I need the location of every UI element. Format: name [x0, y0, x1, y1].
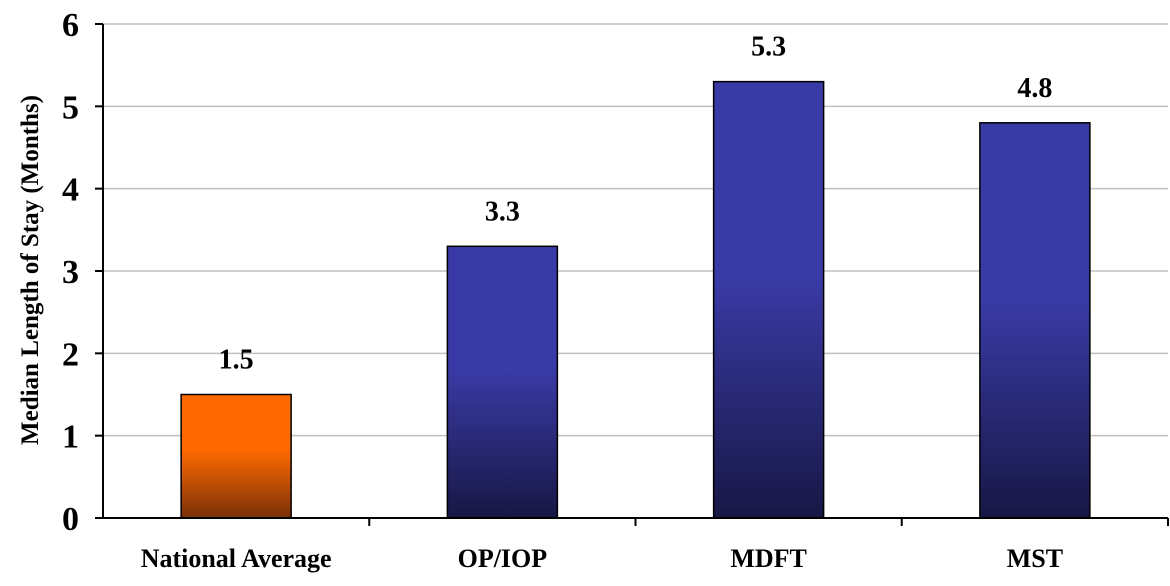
bar-op-iop	[446, 245, 559, 519]
value-label: 4.8	[1017, 73, 1052, 104]
axes	[95, 23, 1169, 526]
x-tick-label: National Average	[141, 544, 332, 573]
value-label: 1.5	[219, 345, 254, 376]
y-tick-label: 4	[62, 172, 79, 209]
x-tick-label: MST	[1007, 544, 1063, 573]
y-tick-label: 0	[62, 501, 79, 538]
y-tick-labels: 0 1 2 3 4 5 6	[62, 7, 79, 538]
x-tick-labels: National Average OP/IOP MDFT MST	[141, 544, 1063, 573]
value-label: 3.3	[485, 196, 520, 227]
bar-national-average	[180, 393, 292, 519]
y-tick-label: 2	[62, 336, 79, 373]
value-label: 5.3	[751, 32, 786, 63]
y-tick-label: 1	[62, 419, 79, 456]
bars	[180, 80, 1091, 519]
value-labels: 1.5 3.3 5.3 4.8	[219, 32, 1053, 376]
y-axis-label: Median Length of Stay (Months)	[17, 95, 44, 445]
y-tick-label: 3	[62, 254, 79, 291]
y-tick-label: 6	[62, 7, 79, 44]
x-tick-label: MDFT	[730, 544, 807, 573]
bar-mdft	[712, 80, 825, 519]
x-tick-label: OP/IOP	[458, 544, 548, 573]
y-tick-label: 5	[62, 89, 79, 126]
bar-mst	[979, 122, 1091, 519]
